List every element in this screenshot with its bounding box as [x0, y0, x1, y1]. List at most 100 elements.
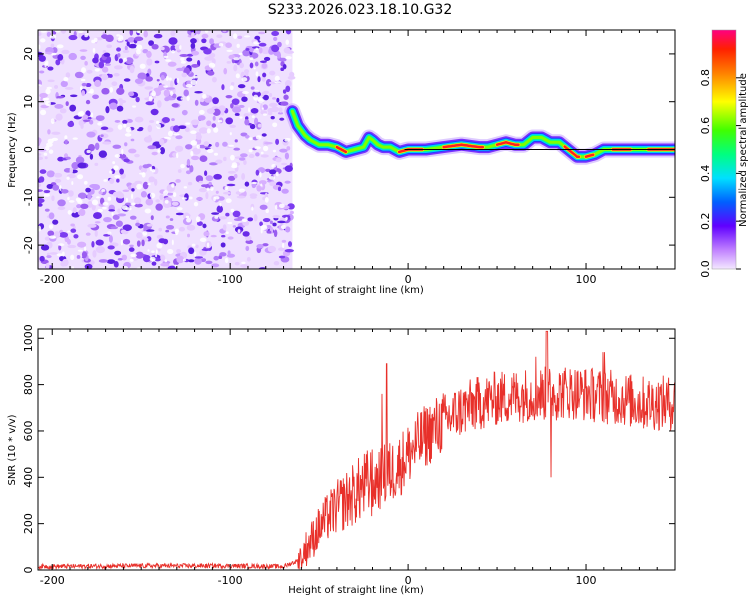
noise-blob [205, 192, 209, 200]
noise-blob [47, 230, 55, 237]
noise-blob [199, 249, 207, 256]
noise-blob [96, 37, 103, 41]
noise-blob [98, 150, 108, 158]
noise-blob [94, 229, 98, 237]
noise-gap [125, 126, 132, 133]
noise-blob [80, 203, 89, 209]
noise-blob [277, 186, 282, 192]
bottom-y-axis-title: SNR (10 * v/v) [7, 414, 18, 485]
noise-blob [205, 260, 213, 265]
noise-blob [92, 57, 99, 64]
track-hot-red [335, 145, 348, 154]
noise-blob [120, 229, 127, 234]
page-title: S233.2026.023.18.10.G32 [267, 2, 453, 18]
noise-blob [122, 238, 131, 245]
noise-gap [164, 259, 168, 263]
top-x-tick-label: -200 [40, 273, 65, 286]
noise-blob [158, 227, 163, 232]
top-y-tick-label: -20 [22, 236, 35, 254]
noise-gap [275, 204, 278, 210]
noise-gap [49, 235, 56, 239]
noise-blob [114, 120, 121, 123]
noise-gap [77, 249, 83, 252]
bottom-x-axis-title: Height of straight line (km) [288, 585, 424, 596]
noise-blob [118, 192, 125, 199]
noise-blob [238, 104, 245, 108]
noise-blob [105, 34, 114, 43]
noise-gap [54, 30, 61, 33]
noise-gap [157, 149, 161, 153]
noise-blob [130, 182, 139, 190]
noise-gap [38, 84, 42, 87]
noise-blob [169, 218, 174, 221]
noise-blob [201, 38, 207, 44]
noise-blob [284, 248, 294, 253]
noise-blob [48, 212, 55, 220]
spectrogram-track [284, 103, 675, 165]
noise-blob [219, 252, 227, 257]
noise-blob [248, 153, 255, 159]
noise-gap [254, 146, 261, 150]
noise-blob [262, 72, 267, 78]
noise-blob [135, 251, 144, 259]
noise-gap [249, 57, 254, 61]
noise-gap [163, 190, 169, 196]
noise-gap [45, 88, 51, 95]
noise-blob [39, 255, 45, 262]
noise-blob [161, 116, 170, 123]
noise-blob [225, 95, 233, 99]
noise-blob [119, 168, 124, 175]
track-hot-red [584, 153, 595, 158]
noise-gap [172, 192, 177, 198]
noise-blob [200, 97, 205, 103]
noise-blob [277, 220, 286, 224]
noise-blob [39, 169, 47, 174]
bottom-y-tick-label: 1000 [22, 324, 35, 352]
noise-gap [113, 165, 119, 171]
noise-blob [246, 257, 251, 262]
noise-blob [84, 263, 93, 269]
noise-blob [218, 216, 228, 220]
noise-gap [253, 41, 259, 45]
noise-blob [86, 131, 96, 138]
noise-blob [271, 30, 280, 37]
noise-gap [255, 47, 259, 51]
noise-blob [56, 95, 65, 99]
noise-gap [265, 208, 269, 214]
noise-blob [176, 67, 185, 72]
noise-blob [116, 105, 124, 112]
noise-blob [233, 147, 241, 151]
noise-blob [127, 36, 136, 43]
noise-blob [195, 244, 199, 249]
noise-blob [76, 255, 81, 259]
noise-blob [244, 235, 252, 241]
noise-blob [47, 129, 51, 135]
noise-blob [80, 55, 86, 60]
noise-gap [151, 169, 156, 173]
noise-blob [276, 97, 280, 103]
noise-blob [62, 258, 69, 267]
noise-blob [148, 119, 155, 123]
noise-blob [221, 84, 225, 91]
noise-blob [46, 170, 55, 178]
noise-gap [130, 193, 134, 200]
noise-gap [271, 164, 276, 168]
noise-gap [268, 176, 276, 180]
noise-gap [40, 109, 47, 116]
noise-blob [95, 115, 105, 122]
track-hot-red [442, 143, 485, 149]
noise-blob [135, 222, 141, 227]
noise-blob [118, 153, 127, 159]
noise-blob [57, 156, 64, 162]
noise-blob [203, 48, 212, 55]
noise-blob [204, 170, 208, 177]
noise-blob [57, 206, 66, 211]
top-y-tick-label: 20 [22, 47, 35, 61]
noise-blob [58, 244, 62, 251]
noise-blob [234, 113, 240, 116]
noise-gap [156, 123, 161, 130]
noise-gap [109, 170, 113, 174]
noise-blob [98, 190, 103, 195]
noise-blob [185, 170, 191, 175]
noise-blob [77, 210, 84, 216]
